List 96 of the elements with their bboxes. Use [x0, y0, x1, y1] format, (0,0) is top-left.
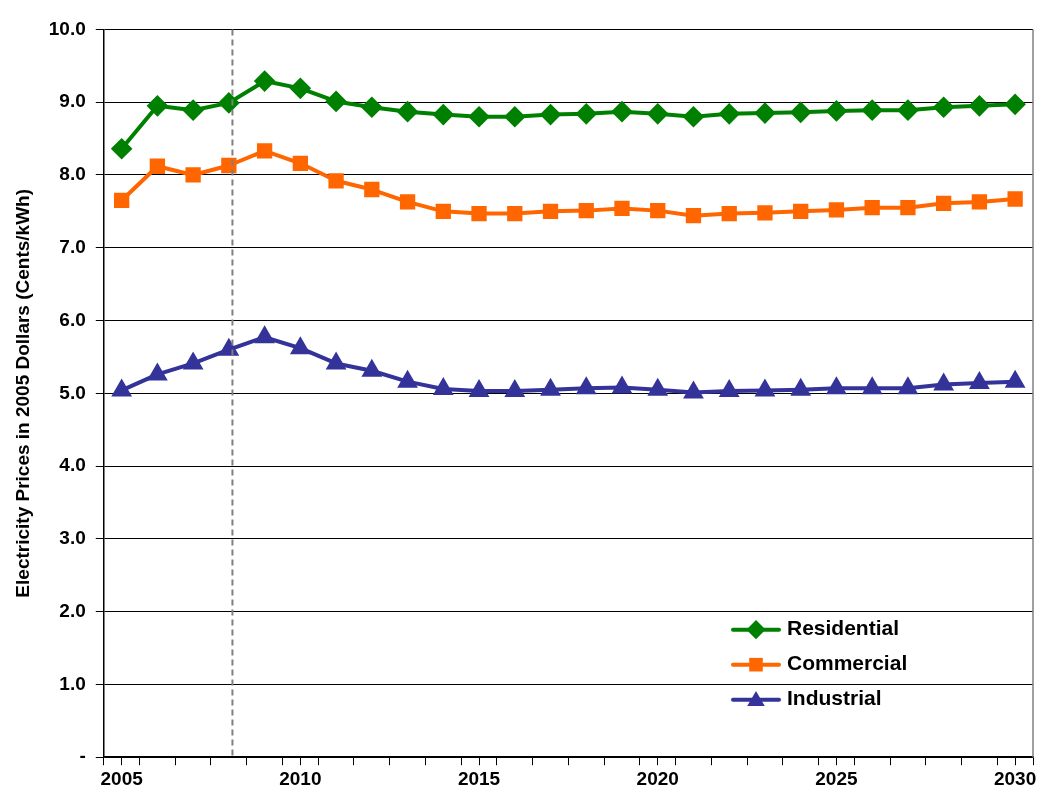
- point: [435, 203, 451, 220]
- x-tick-label: 2015: [457, 767, 501, 789]
- point: [900, 200, 916, 216]
- x-tick-label: 2005: [100, 767, 144, 789]
- point: [255, 327, 274, 344]
- point: [756, 380, 774, 397]
- y-axis-title: Electricity Prices in 2005 Dollars (Cents/kWh): [11, 188, 33, 598]
- point: [326, 91, 347, 112]
- point: [933, 97, 954, 118]
- point: [111, 138, 132, 159]
- point: [147, 95, 168, 116]
- point: [720, 381, 739, 398]
- point: [221, 157, 237, 174]
- point: [399, 194, 416, 210]
- point: [969, 95, 990, 116]
- point: [470, 381, 488, 398]
- point: [290, 78, 311, 99]
- point: [505, 381, 524, 398]
- point: [898, 378, 917, 395]
- point: [757, 205, 773, 221]
- point: [613, 377, 631, 394]
- point: [827, 378, 846, 395]
- point: [507, 205, 523, 222]
- point: [650, 202, 666, 219]
- point: [578, 202, 594, 219]
- point: [685, 208, 702, 224]
- x-tick-label: 2030: [993, 767, 1037, 789]
- point: [863, 378, 882, 395]
- point: [254, 71, 275, 92]
- x-tick-label: 2020: [636, 767, 679, 789]
- point: [112, 380, 131, 397]
- point: [862, 100, 883, 121]
- point: [897, 100, 918, 121]
- point: [149, 158, 166, 174]
- point: [933, 372, 954, 391]
- legend-label: Commercial: [787, 651, 908, 675]
- point: [433, 104, 454, 125]
- point: [256, 143, 273, 159]
- point: [292, 155, 308, 171]
- point: [540, 377, 561, 396]
- point: [721, 205, 737, 222]
- point: [793, 203, 809, 220]
- y-tick-label: 6.0: [59, 308, 86, 330]
- point: [291, 338, 310, 355]
- point: [1005, 94, 1026, 115]
- y-tick-label: 10.0: [48, 17, 86, 39]
- y-tick-label: 3.0: [59, 527, 86, 549]
- point: [469, 106, 490, 127]
- legend-label: Residential: [787, 616, 900, 640]
- point: [113, 192, 130, 209]
- y-tick-label: 7.0: [59, 235, 86, 257]
- legend-label: Industrial: [787, 686, 882, 710]
- y-tick-label: -: [79, 745, 86, 767]
- point: [936, 195, 952, 211]
- point: [826, 100, 847, 121]
- point: [540, 104, 561, 125]
- y-tick-label: 8.0: [59, 163, 86, 185]
- point: [218, 92, 239, 113]
- point: [577, 378, 596, 395]
- point: [328, 173, 344, 189]
- point: [327, 353, 346, 370]
- point: [970, 373, 989, 390]
- point: [397, 369, 418, 388]
- point: [397, 101, 418, 122]
- point: [361, 97, 382, 118]
- point: [971, 194, 988, 210]
- point: [647, 377, 668, 396]
- point: [790, 377, 811, 396]
- point: [683, 106, 704, 127]
- point: [683, 380, 704, 399]
- point: [864, 200, 880, 216]
- point: [471, 205, 487, 222]
- point: [647, 103, 668, 124]
- x-tick-label: 2025: [815, 767, 858, 789]
- point: [754, 103, 775, 124]
- point: [504, 106, 525, 127]
- point: [1007, 191, 1023, 207]
- point: [614, 200, 630, 217]
- point: [434, 378, 453, 395]
- x-tick-label: 2010: [279, 767, 322, 789]
- y-tick-label: 4.0: [59, 454, 86, 476]
- point: [183, 100, 204, 121]
- y-tick-label: 2.0: [59, 599, 86, 621]
- point: [185, 167, 201, 183]
- point: [364, 181, 380, 198]
- point: [828, 202, 845, 218]
- point: [719, 103, 740, 124]
- point: [184, 353, 203, 370]
- y-tick-label: 5.0: [59, 381, 86, 403]
- point: [542, 203, 559, 220]
- y-tick-label: 1.0: [59, 672, 86, 694]
- point: [790, 102, 811, 123]
- point: [612, 101, 632, 122]
- point: [148, 364, 167, 381]
- y-tick-label: 9.0: [59, 90, 86, 112]
- point: [576, 103, 597, 124]
